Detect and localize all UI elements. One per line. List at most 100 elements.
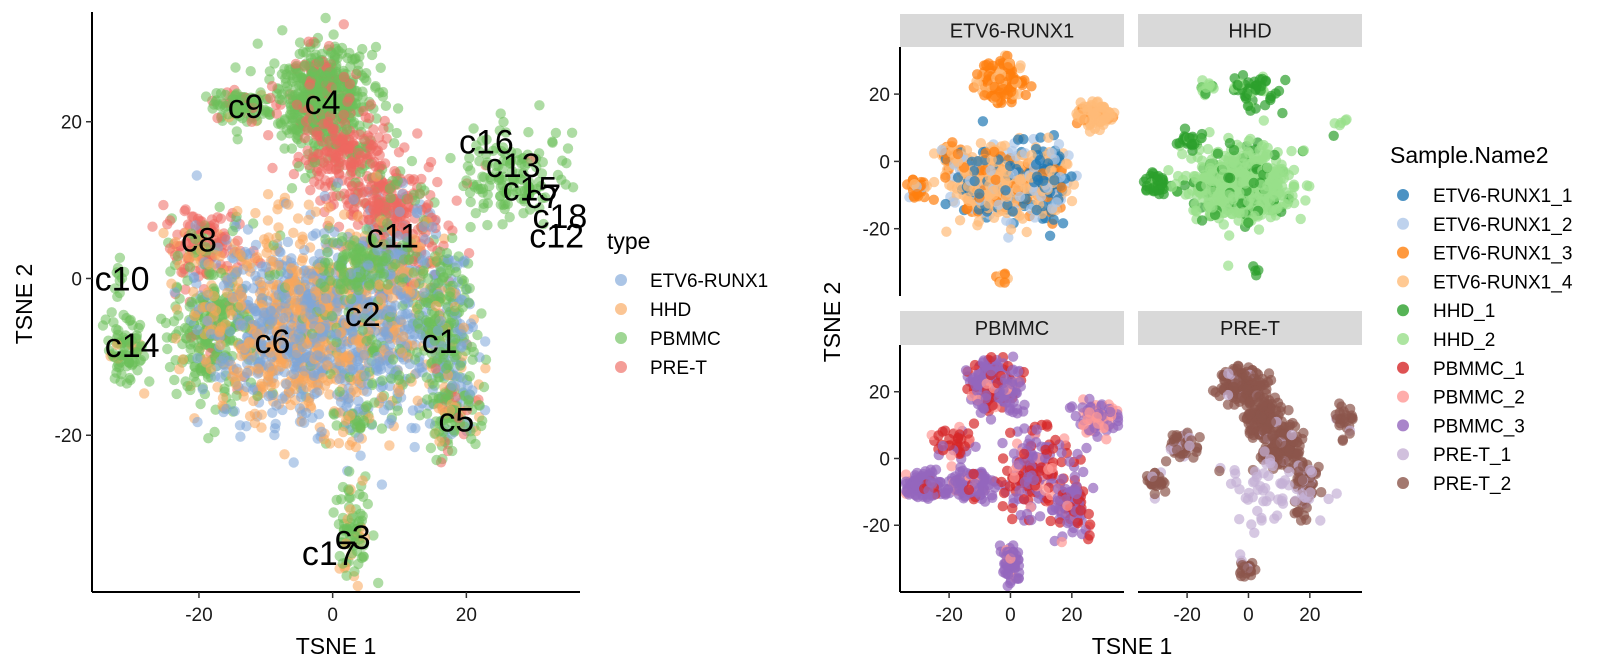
data-point	[409, 441, 420, 453]
data-point	[465, 196, 476, 208]
data-point	[432, 176, 443, 188]
x-tick-label: 20	[456, 605, 477, 626]
data-point	[279, 114, 291, 125]
data-point	[377, 86, 389, 98]
data-point	[338, 269, 350, 281]
data-point	[263, 370, 274, 381]
data-point	[385, 192, 396, 204]
data-point	[399, 142, 410, 153]
data-point	[206, 302, 217, 313]
data-point	[364, 278, 375, 289]
data-point	[397, 347, 408, 358]
data-point	[1005, 224, 1017, 235]
data-point	[236, 291, 247, 302]
data-point	[320, 234, 331, 245]
data-point	[170, 333, 181, 344]
legend-label: ETV6-RUNX1	[650, 271, 768, 292]
data-point	[345, 504, 356, 515]
cluster-label: c9	[228, 88, 264, 126]
data-point	[441, 247, 453, 259]
data-point	[477, 183, 489, 194]
data-point	[284, 94, 295, 105]
data-point	[353, 147, 365, 159]
data-point	[173, 310, 184, 321]
data-point	[361, 68, 372, 79]
data-point	[171, 388, 182, 400]
cluster-label: c8	[181, 221, 217, 259]
data-point	[313, 57, 325, 68]
data-point	[296, 255, 308, 267]
data-point	[177, 354, 188, 365]
data-point	[972, 156, 984, 167]
data-point	[287, 76, 298, 88]
data-point	[241, 367, 253, 379]
cluster-label: c4	[305, 84, 341, 122]
data-point	[232, 314, 243, 326]
data-point	[291, 304, 302, 316]
data-point	[230, 379, 242, 390]
data-point	[355, 167, 366, 178]
data-point	[275, 247, 286, 258]
data-point	[256, 409, 267, 420]
data-point	[398, 273, 409, 284]
left-x-axis-title: TSNE 1	[296, 633, 377, 659]
data-point	[911, 188, 923, 200]
data-point	[271, 232, 282, 243]
data-point	[1066, 195, 1078, 207]
data-point	[279, 449, 290, 460]
data-point	[265, 92, 276, 104]
data-point	[384, 440, 395, 451]
data-point	[940, 198, 951, 210]
data-point	[372, 197, 383, 209]
data-point	[164, 243, 176, 254]
data-point	[373, 263, 384, 274]
legend-key	[615, 361, 627, 373]
data-point	[547, 136, 558, 147]
data-point	[169, 374, 180, 386]
data-point	[400, 293, 411, 304]
data-point	[357, 43, 368, 55]
data-point	[270, 418, 281, 430]
data-point	[1049, 175, 1060, 186]
data-point	[308, 332, 320, 343]
data-point	[250, 270, 261, 282]
data-point	[335, 284, 346, 295]
data-point	[303, 214, 314, 226]
data-point	[969, 175, 980, 187]
data-point	[247, 283, 259, 294]
data-point	[286, 143, 298, 154]
data-point	[478, 381, 490, 393]
data-point	[161, 332, 173, 343]
legend-label: HHD	[650, 300, 691, 321]
data-point	[394, 206, 405, 217]
data-point	[342, 96, 353, 107]
data-point	[293, 151, 304, 163]
data-point	[361, 75, 372, 86]
data-point	[371, 171, 382, 182]
data-point	[215, 100, 226, 112]
data-point	[421, 202, 432, 213]
data-point	[235, 249, 246, 261]
data-point	[464, 371, 475, 382]
data-point	[271, 400, 282, 411]
data-point	[221, 403, 232, 415]
y-tick-label: -20	[55, 426, 82, 447]
data-point	[227, 225, 238, 237]
data-point	[338, 71, 350, 83]
data-point	[290, 58, 302, 70]
data-point	[212, 112, 223, 124]
data-point	[470, 438, 481, 450]
data-point	[335, 153, 346, 164]
data-point	[214, 201, 225, 213]
data-point	[389, 166, 400, 177]
data-point	[354, 120, 365, 131]
data-point	[269, 58, 280, 69]
data-point	[299, 132, 311, 144]
data-point	[298, 371, 310, 382]
data-point	[372, 351, 383, 363]
data-point	[235, 431, 246, 442]
data-point	[989, 146, 1000, 157]
data-point	[360, 401, 372, 413]
